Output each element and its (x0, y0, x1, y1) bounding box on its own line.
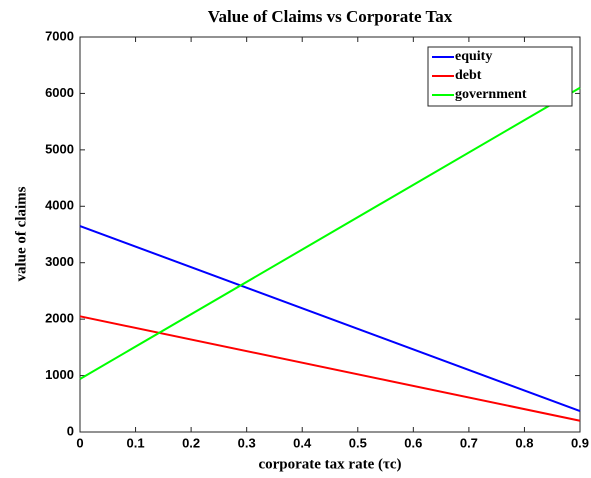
x-tick-label: 0.9 (571, 435, 589, 450)
y-tick-label: 7000 (45, 28, 74, 43)
y-tick-label: 6000 (45, 85, 74, 100)
x-tick-label: 0.6 (404, 435, 422, 450)
y-tick-label: 2000 (45, 311, 74, 326)
chart-title: Value of Claims vs Corporate Tax (208, 7, 453, 26)
line-series (79, 225, 581, 413)
legend-label: equity (455, 49, 492, 64)
y-tick-label: 5000 (45, 141, 74, 156)
legend-label: government (455, 87, 527, 102)
x-tick-label: 0.1 (127, 435, 145, 450)
legend-label: debt (455, 68, 482, 83)
x-tick-label: 0.8 (515, 435, 533, 450)
x-tick-label: 0.4 (293, 435, 312, 450)
x-axis-label: corporate tax rate (τc) (258, 456, 401, 472)
y-axis-label: value of claims (13, 186, 29, 281)
line-series (79, 86, 581, 380)
line-series (79, 315, 581, 422)
plot-frame (79, 36, 581, 433)
y-tick-label: 3000 (45, 254, 74, 269)
x-tick-label: 0.2 (182, 435, 200, 450)
x-tick-label: 0.3 (238, 435, 256, 450)
y-tick-label: 4000 (45, 198, 74, 213)
x-tick-label: 0.7 (460, 435, 478, 450)
x-tick-label: 0.5 (349, 435, 367, 450)
y-tick-label: 0 (67, 423, 74, 438)
y-tick-label: 1000 (45, 367, 74, 382)
x-tick-label: 0 (76, 435, 83, 450)
